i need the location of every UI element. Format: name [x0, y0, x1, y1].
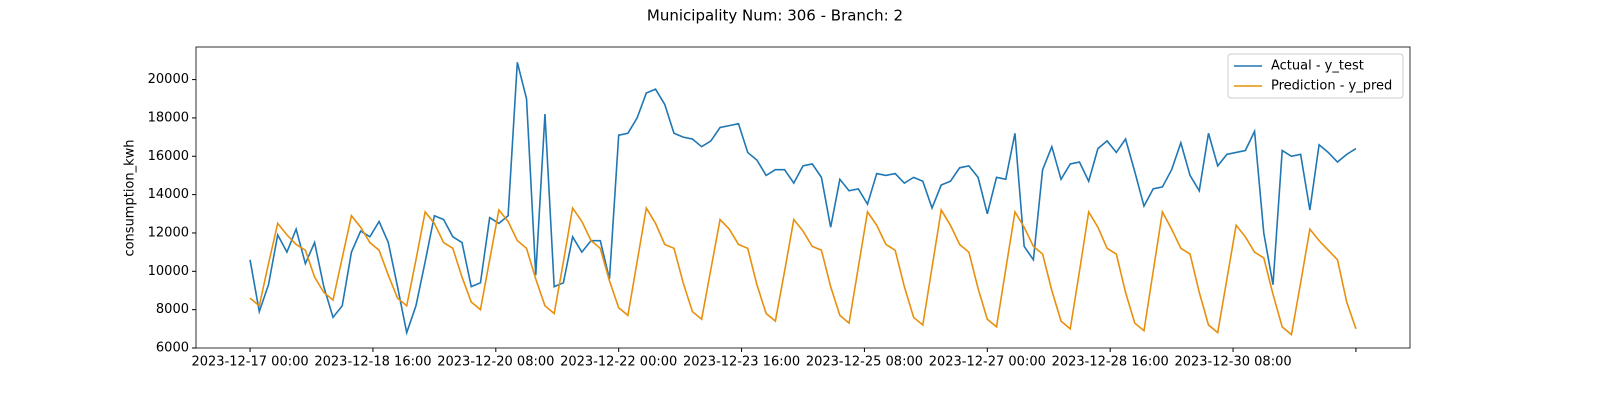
y-tick-label: 6000 — [156, 341, 189, 356]
x-tick-label: 2023-12-25 08:00 — [806, 355, 923, 370]
legend-label: Actual - y_test — [1271, 59, 1364, 74]
y-axis-label: consumption_kwh — [123, 139, 138, 256]
y-tick-label: 14000 — [148, 187, 189, 202]
x-tick-label: 2023-12-22 00:00 — [560, 355, 677, 370]
x-tick-label: 2023-12-17 00:00 — [191, 355, 308, 370]
x-tick-label: 2023-12-28 16:00 — [1052, 355, 1169, 370]
y-tick-label: 20000 — [148, 72, 189, 87]
x-tick-label: 2023-12-18 16:00 — [314, 355, 431, 370]
y-tick-label: 12000 — [148, 225, 189, 240]
series-line — [249, 62, 1357, 336]
x-tick-label: 2023-12-30 08:00 — [1174, 355, 1291, 370]
y-tick-label: 10000 — [148, 264, 189, 279]
x-tick-label: 2023-12-27 00:00 — [929, 355, 1046, 370]
y-tick-label: 18000 — [148, 110, 189, 125]
legend-label: Prediction - y_pred — [1271, 79, 1392, 94]
x-tick-label: 2023-12-20 08:00 — [437, 355, 554, 370]
y-tick-label: 16000 — [148, 149, 189, 164]
legend-box — [1227, 53, 1404, 99]
plot-frame — [195, 46, 1411, 349]
y-tick-label: 8000 — [156, 302, 189, 317]
series-line — [249, 205, 1357, 337]
chart-title: Municipality Num: 306 - Branch: 2 — [647, 7, 903, 25]
x-tick-label: 2023-12-23 16:00 — [683, 355, 800, 370]
